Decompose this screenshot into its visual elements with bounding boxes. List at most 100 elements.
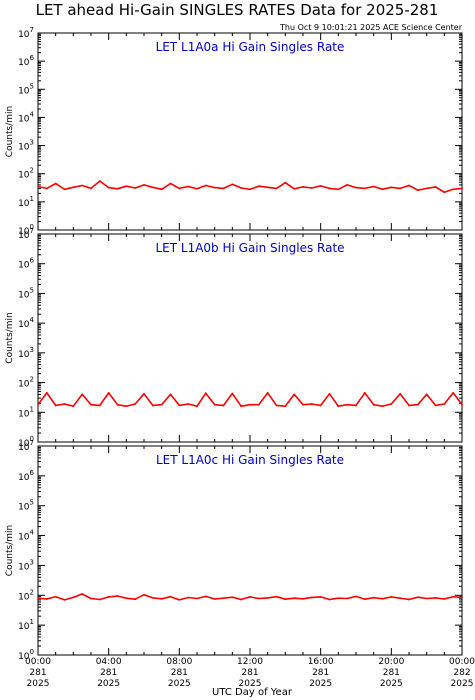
x-tick-label: 08:00: [166, 657, 192, 667]
x-tick-label: 281: [383, 668, 400, 678]
data-point: [125, 405, 128, 408]
data-point: [328, 598, 331, 601]
data-point: [116, 187, 119, 190]
data-point: [72, 405, 75, 408]
data-point: [81, 593, 84, 595]
data-point: [134, 403, 137, 405]
data-point: [222, 404, 225, 407]
data-point: [231, 183, 234, 186]
data-point: [310, 187, 313, 189]
data-point: [143, 392, 145, 395]
data-point: [302, 403, 304, 406]
data-point: [328, 392, 331, 395]
data-point: [151, 404, 154, 407]
data-point: [222, 187, 225, 190]
data-point: [346, 184, 349, 186]
data-point: [63, 403, 66, 405]
data-point: [416, 403, 419, 406]
data-point: [337, 405, 340, 408]
x-tick-label: 2025: [380, 679, 403, 689]
data-point: [37, 597, 39, 600]
y-tick-label: 106: [18, 54, 34, 68]
data-point: [284, 181, 287, 184]
data-point: [90, 187, 92, 190]
data-point: [90, 403, 92, 406]
y-tick-label: 103: [18, 139, 34, 153]
data-point: [143, 593, 145, 596]
data-point: [90, 597, 92, 600]
data-point: [196, 187, 198, 190]
x-tick-label: 16:00: [308, 657, 334, 667]
x-tick-label: 04:00: [96, 657, 122, 667]
data-point: [213, 403, 216, 406]
data-point: [169, 595, 172, 598]
data-point: [169, 393, 172, 396]
data-point: [337, 597, 340, 600]
data-point: [63, 188, 66, 191]
data-point: [151, 596, 154, 599]
data-point: [293, 597, 296, 600]
data-point: [390, 186, 393, 189]
x-tick-label: 281: [241, 668, 258, 678]
data-point: [249, 403, 251, 406]
y-tick-label: 104: [18, 316, 34, 330]
data-point: [240, 405, 243, 408]
data-point: [461, 187, 463, 190]
data-point: [160, 597, 163, 600]
data-point: [425, 187, 428, 190]
data-point: [54, 595, 57, 598]
data-point: [125, 597, 128, 600]
data-point: [363, 598, 366, 601]
data-point: [169, 182, 172, 185]
data-point: [302, 597, 304, 600]
data-point: [425, 393, 428, 396]
y-axis-label: Counts/min: [5, 525, 15, 576]
data-point: [399, 187, 402, 190]
chart-title: LET ahead Hi-Gain SINGLES RATES Data for…: [36, 1, 439, 19]
timestamp: Thu Oct 9 10:01:21 2025 ACE Science Cent…: [279, 23, 463, 32]
data-point: [134, 598, 137, 601]
data-point: [310, 403, 313, 405]
data-point: [204, 595, 207, 598]
data-point: [310, 596, 313, 599]
data-point: [116, 595, 119, 597]
data-point: [204, 392, 207, 395]
data-point: [81, 184, 84, 187]
data-point: [187, 185, 190, 188]
y-tick-label: 104: [18, 110, 34, 124]
data-point: [275, 187, 278, 190]
x-tick-label: 00:00: [449, 657, 475, 667]
data-point: [107, 186, 110, 189]
data-point: [266, 186, 269, 189]
y-tick-label: 102: [18, 588, 34, 602]
data-point: [63, 599, 66, 601]
x-tick-label: 20:00: [378, 657, 404, 667]
data-point: [240, 598, 243, 601]
data-point: [231, 392, 234, 395]
data-point: [355, 595, 357, 598]
x-tick-label: 281: [312, 668, 329, 678]
x-tick-label: 00:00: [25, 657, 51, 667]
y-tick-label: 103: [18, 346, 34, 360]
data-point: [355, 186, 357, 189]
data-point: [240, 187, 243, 189]
data-point: [98, 180, 101, 182]
y-tick-label: 103: [18, 558, 34, 572]
x-tick-label: 281: [100, 668, 117, 678]
y-tick-label: 105: [18, 82, 34, 96]
x-tick-label: 2025: [27, 679, 50, 689]
y-tick-label: 106: [18, 257, 34, 271]
plot-frame: [37, 233, 463, 443]
data-point: [178, 599, 181, 601]
data-point: [187, 596, 190, 599]
data-point: [231, 596, 234, 599]
data-point: [416, 189, 419, 192]
data-point: [107, 596, 110, 598]
data-point: [381, 405, 384, 408]
panel-title: LET L1A0a Hi Gain Singles Rate: [156, 40, 345, 54]
x-tick-label: 2025: [168, 679, 191, 689]
